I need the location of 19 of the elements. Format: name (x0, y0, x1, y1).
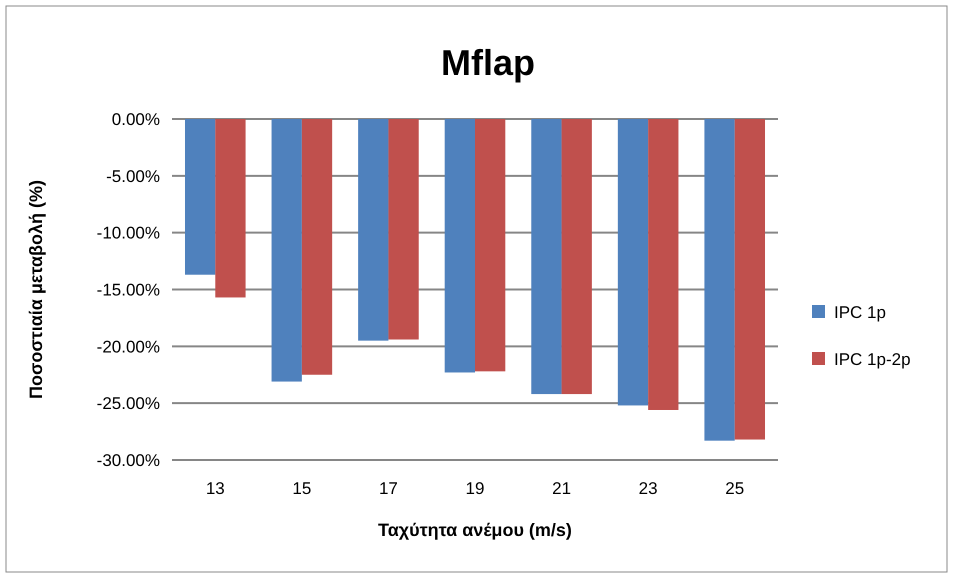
chart-title: Mflap (441, 42, 535, 83)
x-tick-label: 25 (725, 479, 744, 498)
legend-label: IPC 1p-2p (834, 350, 911, 369)
y-tick-label: -15.00% (96, 280, 160, 300)
legend-label: IPC 1p (834, 302, 886, 322)
y-tick-label: 0.00% (112, 110, 160, 129)
y-tick-label: -30.00% (96, 450, 160, 470)
x-tick-label: 23 (638, 479, 658, 498)
x-tick-label: 17 (378, 479, 398, 498)
y-tick-label: -25.00% (96, 394, 160, 414)
x-tick-label: 15 (292, 479, 312, 498)
x-axis-title: Ταχύτητα ανέμου (m/s) (378, 520, 572, 540)
x-tick-label: 21 (552, 479, 572, 498)
y-tick-label: -10.00% (96, 224, 160, 243)
x-tick-label: 13 (206, 479, 225, 498)
x-tick-label: 19 (466, 479, 484, 498)
y-tick-label: -20.00% (96, 337, 160, 356)
y-axis-title: Ποσοστιαία μεταβολή (%) (26, 180, 46, 399)
y-tick-label: -5.00% (106, 166, 160, 186)
